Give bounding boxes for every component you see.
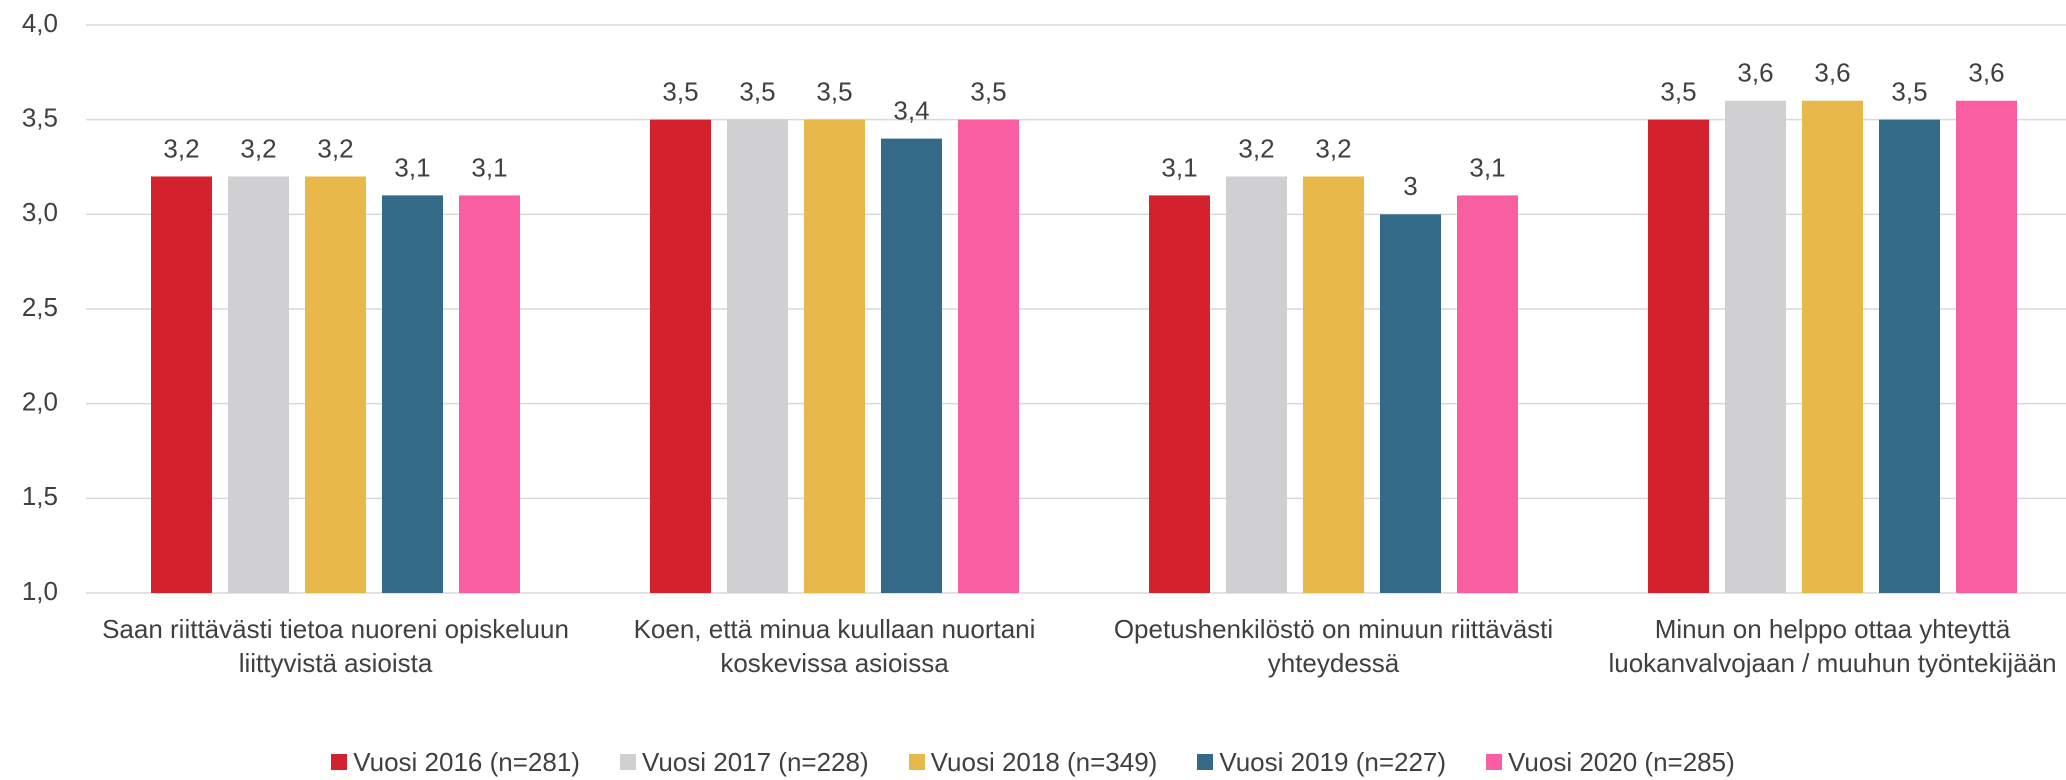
bar (727, 119, 788, 594)
legend-label: Vuosi 2017 (n=228) (641, 747, 869, 777)
data-label: 3,5 (1891, 77, 1927, 107)
data-label: 3,1 (1161, 152, 1197, 182)
y-tick-label: 1,5 (22, 481, 58, 511)
bar (305, 176, 366, 593)
legend-swatch (1197, 754, 1214, 770)
x-tick-label: Minun on helppo ottaa yhteyttä luokanval… (1608, 614, 2057, 678)
legend-label: Vuosi 2018 (n=349) (930, 747, 1158, 777)
data-label: 3,2 (240, 133, 276, 163)
bar (1149, 195, 1210, 593)
legend-swatch (619, 754, 636, 770)
data-label: 3,2 (317, 133, 353, 163)
legend: Vuosi 2016 (n=281) Vuosi 2017 (n=228) Vuos… (0, 746, 2066, 778)
legend-label: Vuosi 2019 (n=227) (1219, 747, 1447, 777)
bar (1802, 100, 1863, 593)
bar (1956, 100, 2017, 593)
bar (459, 195, 520, 593)
legend-label: Vuosi 2016 (n=281) (353, 747, 580, 777)
bar (958, 119, 1019, 594)
data-label: 3 (1403, 171, 1417, 201)
bar (650, 119, 711, 594)
x-tick-label: Opetushenkilöstö on minuun riittävästi y… (1113, 614, 1554, 678)
y-tick-label: 4,0 (22, 8, 58, 38)
y-tick-label: 3,0 (22, 197, 58, 227)
y-tick-label: 3,5 (22, 103, 58, 133)
legend-item: Vuosi 2017 (n=228) (619, 746, 869, 778)
data-label: 3,2 (1238, 133, 1274, 163)
legend-item: Vuosi 2019 (n=227) (1197, 746, 1446, 778)
data-label: 3,4 (893, 95, 929, 125)
x-tick-label: Koen, että minua kuullaan nuortani koske… (633, 614, 1036, 678)
bar (1725, 100, 1786, 593)
legend-item: Vuosi 2016 (n=281) (331, 746, 580, 778)
data-label: 3,5 (970, 77, 1006, 107)
bar (1303, 176, 1364, 593)
data-label: 3,6 (1737, 58, 1773, 88)
data-label: 3,6 (1968, 58, 2004, 88)
bar (382, 195, 443, 593)
data-label: 3,5 (662, 77, 698, 107)
legend-item: Vuosi 2020 (n=285) (1486, 746, 1735, 778)
data-label: 3,2 (163, 133, 199, 163)
legend-swatch (331, 754, 348, 770)
data-label: 3,1 (394, 152, 430, 182)
x-tick-label: Saan riittävästi tietoa nuoreni opiskelu… (102, 614, 569, 678)
legend-label: Vuosi 2020 (n=285) (1508, 747, 1735, 777)
legend-swatch (908, 754, 925, 770)
bar (1380, 214, 1441, 594)
bar (151, 176, 212, 593)
data-label: 3,2 (1315, 133, 1351, 163)
data-label: 3,6 (1814, 58, 1850, 88)
bar (1648, 119, 1709, 594)
y-tick-label: 2,5 (22, 292, 58, 322)
data-label: 3,5 (1660, 77, 1696, 107)
bar (1457, 195, 1518, 593)
bar (1879, 119, 1940, 594)
bar (881, 138, 942, 593)
data-label: 3,5 (739, 77, 775, 107)
data-label: 3,1 (471, 152, 507, 182)
y-tick-label: 2,0 (22, 387, 58, 417)
bar (1226, 176, 1287, 593)
legend-swatch (1486, 754, 1503, 770)
legend-item: Vuosi 2018 (n=349) (908, 746, 1158, 778)
bar (804, 119, 865, 594)
data-label: 3,5 (816, 77, 852, 107)
y-tick-label: 1,0 (22, 576, 58, 606)
bar (228, 176, 289, 593)
data-label: 3,1 (1469, 152, 1505, 182)
